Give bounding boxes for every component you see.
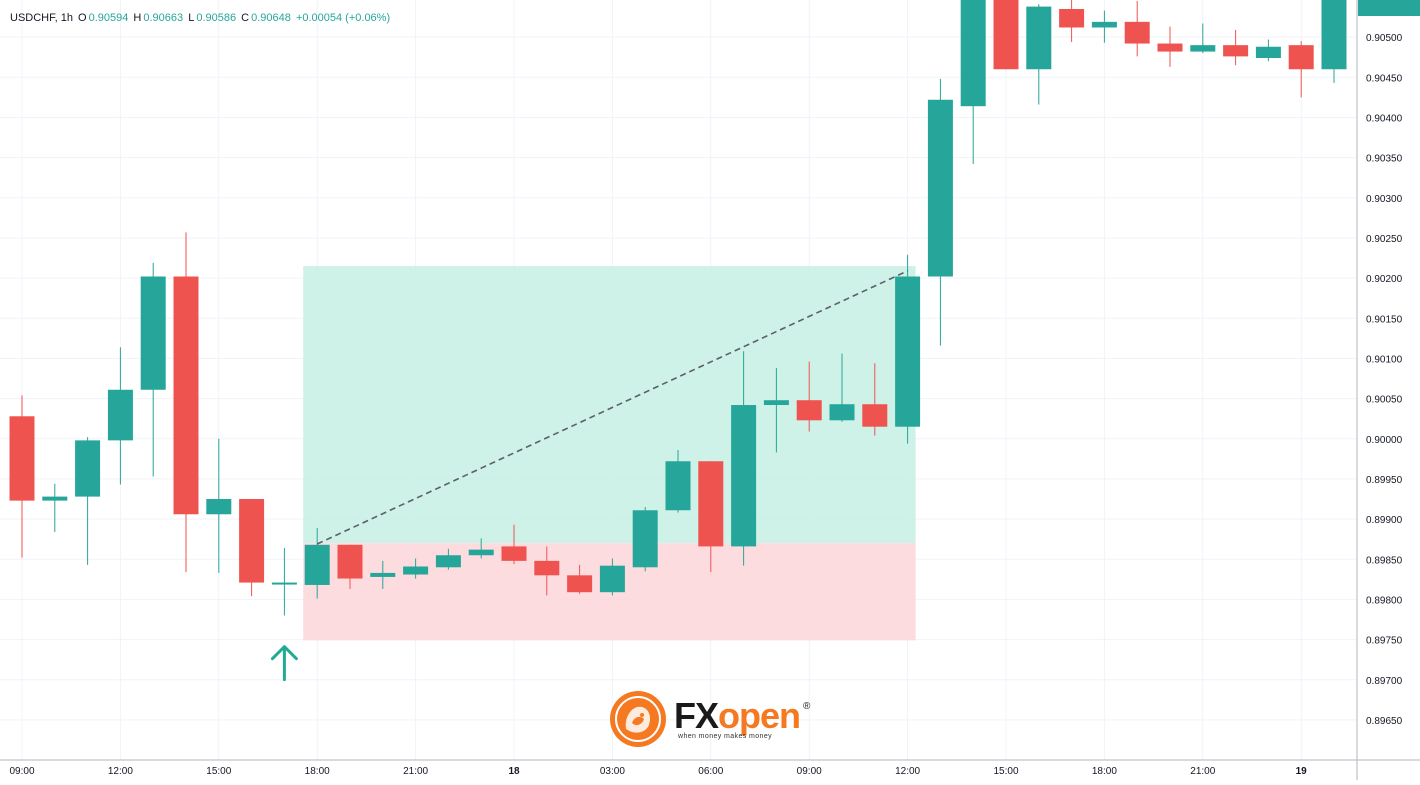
price-tick-label: 0.89650 xyxy=(1366,716,1403,727)
candle-body[interactable] xyxy=(567,575,593,593)
current-price-marker xyxy=(1358,0,1420,16)
candle-body[interactable] xyxy=(271,582,297,585)
price-tick-label: 0.90150 xyxy=(1366,314,1403,325)
price-tick-label: 0.90300 xyxy=(1366,194,1403,205)
candle-body[interactable] xyxy=(1288,45,1314,70)
time-tick-label: 18 xyxy=(508,766,520,777)
candle-body[interactable] xyxy=(632,510,658,568)
candle-body[interactable] xyxy=(796,400,822,421)
price-tick-label: 0.90050 xyxy=(1366,395,1403,406)
time-tick-label: 15:00 xyxy=(993,766,1018,777)
time-tick-label: 21:00 xyxy=(403,766,428,777)
trend-line[interactable] xyxy=(316,270,908,545)
price-tick-label: 0.89750 xyxy=(1366,636,1403,647)
time-tick-label: 18:00 xyxy=(305,766,330,777)
candle-body[interactable] xyxy=(731,405,757,547)
candle-body[interactable] xyxy=(927,99,953,277)
time-tick-label: 19 xyxy=(1296,766,1308,777)
registered-mark: ® xyxy=(803,701,811,712)
candle-body[interactable] xyxy=(1059,9,1085,28)
price-tick-label: 0.89950 xyxy=(1366,475,1403,486)
candle-body[interactable] xyxy=(862,404,888,427)
time-tick-label: 06:00 xyxy=(698,766,723,777)
candle-body[interactable] xyxy=(1255,46,1281,59)
logo-open: open xyxy=(718,695,801,736)
candle-body[interactable] xyxy=(1190,45,1216,52)
candle-body[interactable] xyxy=(239,499,265,583)
candle-body[interactable] xyxy=(403,566,429,575)
time-tick-label: 21:00 xyxy=(1190,766,1215,777)
fxopen-logo: FXopen ® when money makes money xyxy=(608,689,818,751)
lion-emblem-icon xyxy=(610,691,666,747)
candle-body[interactable] xyxy=(1124,21,1150,44)
time-tick-label: 18:00 xyxy=(1092,766,1117,777)
candle-body[interactable] xyxy=(1091,21,1117,28)
price-tick-label: 0.90350 xyxy=(1366,154,1403,165)
time-tick-label: 15:00 xyxy=(206,766,231,777)
candle-body[interactable] xyxy=(304,544,330,585)
candle-body[interactable] xyxy=(698,461,724,547)
change-value: +0.00054 (+0.06%) xyxy=(295,12,391,24)
high-value: 0.90663 xyxy=(143,12,184,24)
price-tick-label: 0.90000 xyxy=(1366,435,1403,446)
candle-body[interactable] xyxy=(42,496,68,501)
candle-body[interactable] xyxy=(1223,45,1249,57)
buy-signal-arrow-icon xyxy=(270,645,298,682)
price-tick-label: 0.90450 xyxy=(1366,73,1403,84)
candle-body[interactable] xyxy=(1157,43,1183,52)
candle-body[interactable] xyxy=(140,276,166,390)
candle-body[interactable] xyxy=(9,416,35,501)
candle-body[interactable] xyxy=(763,400,789,406)
candle-body[interactable] xyxy=(75,440,101,497)
candle-body[interactable] xyxy=(337,544,363,579)
candle-body[interactable] xyxy=(895,276,921,427)
candle-body[interactable] xyxy=(829,404,855,421)
low-label: L xyxy=(188,12,195,24)
symbol-label: USDCHF, 1h xyxy=(10,12,73,24)
close-label: C xyxy=(241,12,250,24)
price-tick-label: 0.89900 xyxy=(1366,515,1403,526)
low-value: 0.90586 xyxy=(196,12,237,24)
candle-body[interactable] xyxy=(599,565,625,593)
price-tick-label: 0.89850 xyxy=(1366,555,1403,566)
logo-wordmark: FXopen xyxy=(674,695,801,737)
price-tick-label: 0.90200 xyxy=(1366,274,1403,285)
logo-fx: FX xyxy=(674,695,719,736)
profit-target-zone[interactable] xyxy=(303,266,916,544)
price-tick-label: 0.90500 xyxy=(1366,33,1403,44)
candle-body[interactable] xyxy=(534,560,560,576)
open-value: 0.90594 xyxy=(88,12,129,24)
price-tick-label: 0.90100 xyxy=(1366,354,1403,365)
candle-body[interactable] xyxy=(1026,6,1052,70)
time-tick-label: 12:00 xyxy=(108,766,133,777)
open-label: O xyxy=(78,12,87,24)
candle-body[interactable] xyxy=(107,389,133,441)
candle-body[interactable] xyxy=(206,499,232,515)
candle-body[interactable] xyxy=(370,572,396,577)
price-tick-label: 0.90250 xyxy=(1366,234,1403,245)
candle-body[interactable] xyxy=(173,276,199,515)
time-tick-label: 03:00 xyxy=(600,766,625,777)
candle-body[interactable] xyxy=(960,0,986,107)
candle-body[interactable] xyxy=(468,549,494,556)
time-tick-label: 12:00 xyxy=(895,766,920,777)
price-tick-label: 0.89800 xyxy=(1366,595,1403,606)
candle-body[interactable] xyxy=(665,461,691,511)
logo-tagline: when money makes money xyxy=(678,733,773,740)
time-tick-label: 09:00 xyxy=(9,766,34,777)
close-value: 0.90648 xyxy=(251,12,291,24)
price-tick-label: 0.89700 xyxy=(1366,676,1403,687)
candle-body[interactable] xyxy=(1321,0,1347,70)
time-tick-label: 09:00 xyxy=(797,766,822,777)
high-label: H xyxy=(133,12,142,24)
candle-body[interactable] xyxy=(435,555,461,568)
price-tick-label: 0.90400 xyxy=(1366,113,1403,124)
candle-body[interactable] xyxy=(501,546,527,561)
candle-body[interactable] xyxy=(993,0,1019,70)
